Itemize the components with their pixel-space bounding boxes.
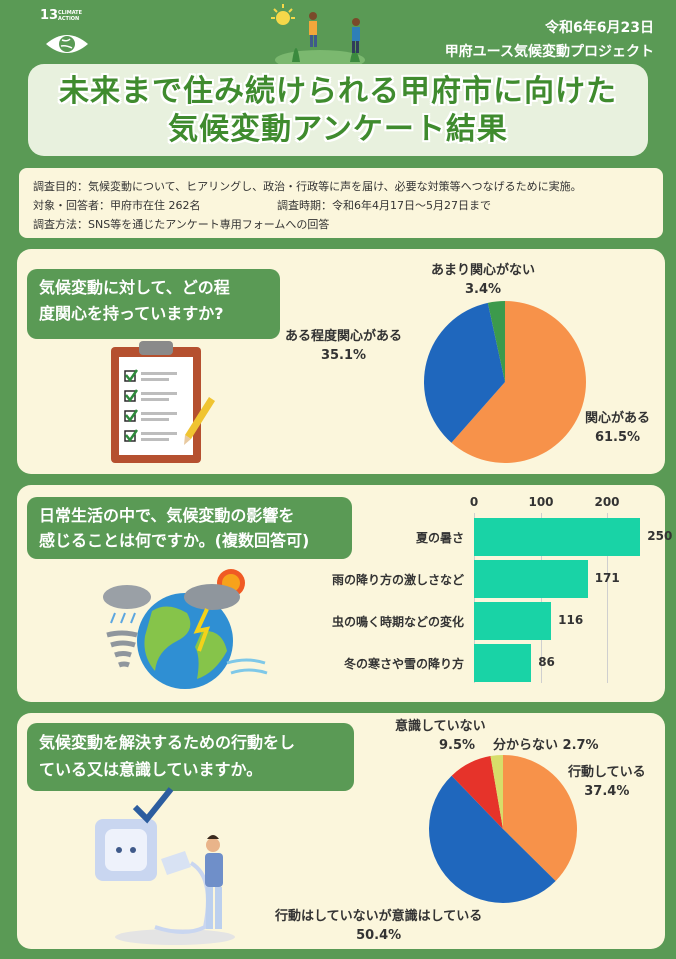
q3-label-kodo: 行動している 37.4% <box>568 765 646 799</box>
q2-tick-0: 0 <box>469 495 479 509</box>
q2-gridline-1 <box>540 513 542 683</box>
q2-bar-3 <box>474 644 532 682</box>
q3-question-box: 気候変動を解決するための行動をし ている又は意識していますか。 <box>27 723 354 791</box>
q1-label-kanshin: 関心がある 61.5% <box>585 411 651 445</box>
q3-pie-slice-3 <box>490 755 503 829</box>
survey-purpose: 調査目的：気候変動について、ヒアリングし、政治・行政等に声を届け、必要な対策等へ… <box>33 180 582 193</box>
clipboard-checklist-icon <box>111 341 215 463</box>
q2-tick-200: 200 <box>594 495 620 509</box>
q2-bar-0 <box>474 518 641 556</box>
q2-question-line-2: 感じることは何ですか。(複数回答可) <box>39 531 310 550</box>
q2-question-box: 日常生活の中で、気候変動の影響を 感じることは何ですか。(複数回答可) <box>27 497 352 559</box>
q1-pie-slice-2 <box>487 301 505 382</box>
q2-bar-label-3: 冬の寒さや雪の降り方 <box>343 657 464 671</box>
q3-pie-chart <box>429 755 577 903</box>
header-illustration <box>271 4 365 64</box>
q3-label-ishiki-nai: 意識していない <box>395 719 486 734</box>
header-date: 令和6年6月23日 <box>545 20 654 36</box>
q2-bar-value-1: 171 <box>594 571 620 585</box>
q2-bar-label-0: 夏の暑さ <box>415 531 464 545</box>
q2-question-line-1: 日常生活の中で、気候変動の影響を <box>39 506 295 525</box>
q1-question-box: 気候変動に対して、どの程 度関心を持っていますか? <box>27 269 280 339</box>
q2-gridline-2 <box>607 513 608 683</box>
q1-panel: 気候変動に対して、どの程 度関心を持っていますか? あまり関心がない 3.4% あ… <box>17 249 665 474</box>
sdg-13-badge: 13 CLIMATE ACTION <box>40 8 98 60</box>
weather-globe-icon <box>103 569 268 689</box>
header-project-name: 甲府ユース気候変動プロジェクト <box>444 44 654 60</box>
q3-question-line-2: ている又は意識していますか。 <box>39 760 263 779</box>
q3-question-line-1: 気候変動を解決するための行動をし <box>39 733 296 752</box>
q3-pie-slice-1 <box>429 775 556 903</box>
q3-label-kodo-nai: 行動はしていないが意識はしている 50.4% <box>275 909 483 943</box>
q1-pie-chart <box>424 301 586 463</box>
q3-panel: 気候変動を解決するための行動をし ている又は意識していますか。 意識していない … <box>17 713 665 949</box>
q2-panel: 日常生活の中で、気候変動の影響を 感じることは何ですか。(複数回答可) 0 10… <box>17 485 672 702</box>
q3-pie-slice-0 <box>503 755 577 881</box>
q2-bar-value-2: 116 <box>558 613 584 627</box>
q1-question-line-1: 気候変動に対して、どの程 <box>39 278 230 297</box>
q2-bar-2 <box>474 602 552 640</box>
q3-pie-slice-2 <box>451 756 503 829</box>
sdg-number: 13 <box>40 8 59 23</box>
survey-target: 対象・回答者：甲府市在住 262名 <box>33 199 201 212</box>
q2-tick-100: 100 <box>528 495 554 509</box>
eye-globe-icon <box>46 35 88 53</box>
q1-label-aru: ある程度関心がある 35.1% <box>285 329 403 363</box>
title-line-2: 気候変動アンケート結果 <box>168 112 508 147</box>
survey-period: 調査時期：令和6年4月17日〜5月27日まで <box>277 199 491 212</box>
q1-pie-slice-0 <box>451 301 586 463</box>
title-box: 未来まで住み続けられる甲府市に向けた 気候変動アンケート結果 <box>28 64 648 156</box>
title-line-1: 未来まで住み続けられる甲府市に向けた <box>59 74 617 109</box>
q2-gridline-0 <box>474 513 475 683</box>
sdg-label: CLIMATE ACTION <box>58 10 82 22</box>
q2-bar-label-1: 雨の降り方の激しさなど <box>331 573 464 587</box>
survey-method: 調査方法：SNS等を通じたアンケート専用フォームへの回答 <box>33 218 330 231</box>
q2-bar-1 <box>474 560 588 598</box>
survey-info-box: 調査目的：気候変動について、ヒアリングし、政治・行政等に声を届け、必要な対策等へ… <box>19 168 663 238</box>
q2-bar-value-3: 86 <box>538 655 555 669</box>
q2-bar-label-2: 虫の鳴く時期などの変化 <box>331 615 464 629</box>
power-outlet-icon <box>95 787 235 945</box>
q1-label-amari: あまり関心がない 3.4% <box>431 263 536 297</box>
q1-question-line-2: 度関心を持っていますか? <box>39 304 224 323</box>
q3-label-wakaranai: 分からない 2.7% <box>493 738 599 753</box>
q3-label-ishiki-nai-pct: 9.5% <box>439 738 476 753</box>
q1-pie-slice-1 <box>424 302 505 443</box>
q2-bar-value-0: 250 <box>647 529 673 543</box>
